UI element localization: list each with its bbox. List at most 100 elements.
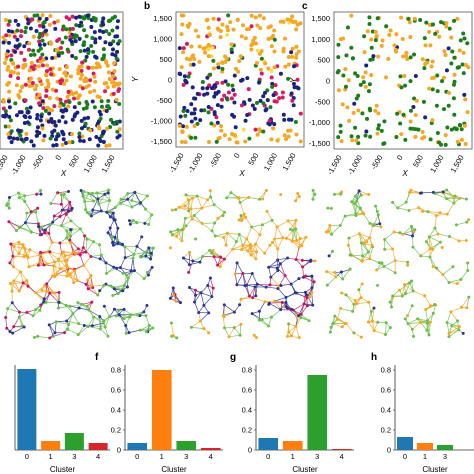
scatter-point bbox=[1, 99, 6, 104]
scatter-point bbox=[117, 39, 122, 44]
scatter-point bbox=[227, 137, 232, 142]
network-edge bbox=[383, 266, 396, 274]
scatter-point bbox=[368, 57, 373, 62]
scatter-point bbox=[37, 35, 42, 40]
network-node bbox=[222, 235, 226, 239]
network-node bbox=[325, 283, 329, 287]
network-node bbox=[78, 227, 82, 231]
scatter-point bbox=[261, 16, 266, 21]
scatter-point bbox=[212, 123, 217, 128]
scatter-point bbox=[35, 125, 40, 130]
network-node bbox=[467, 295, 471, 299]
network-edge bbox=[81, 304, 90, 311]
network-node bbox=[239, 213, 243, 217]
scatter-point bbox=[435, 131, 440, 136]
network-edge bbox=[79, 307, 89, 311]
network-node bbox=[127, 331, 131, 335]
y-tick-label: -1,000 bbox=[151, 117, 172, 126]
scatter-point bbox=[20, 85, 25, 90]
network-edge bbox=[420, 255, 430, 258]
network-node bbox=[34, 210, 38, 214]
network-node bbox=[117, 313, 121, 317]
network-node bbox=[8, 261, 12, 265]
network-node bbox=[29, 230, 33, 234]
scatter-point bbox=[74, 15, 79, 20]
network-edge bbox=[77, 280, 87, 285]
network-edge bbox=[49, 251, 62, 255]
scatter-point bbox=[382, 141, 387, 146]
scatter-point bbox=[88, 78, 93, 83]
network-edge bbox=[29, 249, 41, 256]
network-edge bbox=[91, 285, 104, 287]
scatter-point bbox=[398, 74, 403, 79]
scatter-point bbox=[46, 81, 51, 86]
scatter-point bbox=[92, 74, 97, 79]
scatter-point bbox=[371, 54, 376, 59]
scatter-point bbox=[98, 112, 103, 117]
scatter-point bbox=[191, 62, 196, 67]
scatter-point bbox=[52, 104, 57, 109]
network-node bbox=[267, 302, 271, 306]
network-edge bbox=[20, 271, 24, 283]
scatter-point bbox=[78, 76, 83, 81]
network-node bbox=[221, 313, 225, 317]
scatter-point bbox=[412, 52, 417, 57]
network-edge bbox=[64, 324, 69, 333]
network-edge bbox=[239, 197, 249, 203]
network-edge bbox=[373, 214, 379, 226]
network-node bbox=[302, 302, 306, 306]
scatter-point bbox=[17, 129, 22, 134]
scatter-point bbox=[61, 137, 66, 142]
scatter-point bbox=[179, 139, 184, 144]
network-node bbox=[416, 317, 420, 321]
network-node bbox=[144, 329, 148, 333]
scatter-point bbox=[412, 16, 417, 21]
network-node bbox=[28, 248, 32, 252]
network-node bbox=[81, 246, 85, 250]
x-tick-label: -500 bbox=[30, 154, 45, 172]
network-node bbox=[350, 200, 354, 204]
network-node bbox=[146, 222, 150, 226]
network-node bbox=[140, 235, 144, 239]
network-node bbox=[21, 243, 25, 247]
network-edge bbox=[222, 304, 225, 316]
network-edge bbox=[88, 309, 100, 317]
network-edge bbox=[251, 226, 261, 235]
scatter-point bbox=[365, 116, 370, 121]
network-edge bbox=[123, 309, 132, 316]
scatter-point bbox=[395, 111, 400, 116]
scatter-panel-3: c-1,500 -1,000 -500 0 500 1,000 1,500XY1,5001,… bbox=[289, 1, 473, 178]
network-edge bbox=[358, 190, 369, 195]
scatter-point bbox=[97, 28, 102, 33]
network-node bbox=[183, 204, 187, 208]
network-edge bbox=[124, 246, 135, 255]
scatter-point bbox=[350, 56, 355, 61]
network-edge bbox=[412, 322, 421, 330]
network-edge bbox=[189, 261, 201, 266]
network-node bbox=[254, 242, 258, 246]
network-node bbox=[121, 271, 125, 275]
scatter-point bbox=[87, 137, 92, 142]
x-tick-label: -1,500 bbox=[167, 152, 185, 175]
scatter-point bbox=[363, 133, 368, 138]
network-node bbox=[209, 195, 213, 199]
scatter-point bbox=[261, 101, 266, 106]
scatter-point bbox=[81, 42, 86, 47]
network-edge bbox=[35, 290, 47, 294]
network-edge bbox=[351, 201, 357, 214]
network-edge bbox=[120, 257, 126, 268]
scatter-point bbox=[77, 134, 82, 139]
network-edge bbox=[427, 313, 434, 321]
network-node bbox=[467, 218, 471, 222]
scatter-point bbox=[444, 21, 449, 26]
network-node bbox=[382, 264, 386, 268]
network-edge bbox=[197, 195, 208, 201]
scatter-point bbox=[206, 43, 211, 48]
scatter-point bbox=[298, 111, 303, 116]
scatter-point bbox=[35, 129, 40, 134]
network-node bbox=[31, 314, 35, 318]
scatter-point bbox=[111, 47, 116, 52]
network-node bbox=[452, 201, 456, 205]
scatter-point bbox=[271, 126, 276, 131]
network-node bbox=[367, 192, 371, 196]
